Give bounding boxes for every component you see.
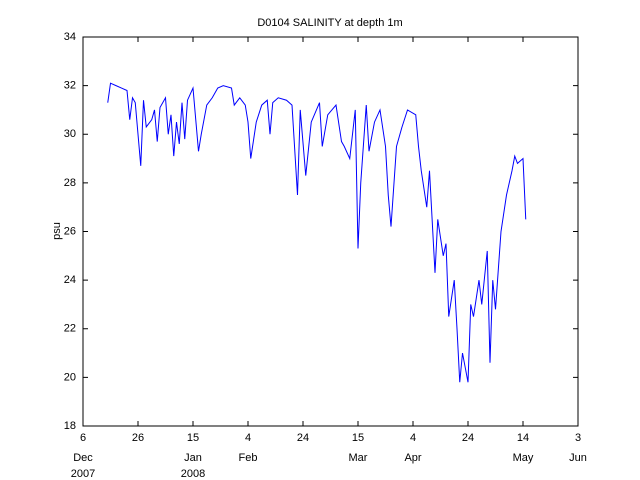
x-tick-month: Apr <box>404 452 421 464</box>
x-tick-month: Jun <box>569 452 587 464</box>
x-tick-label: 26 <box>132 432 144 444</box>
x-tick-label: 14 <box>517 432 529 444</box>
x-tick-label: 24 <box>297 432 309 444</box>
x-tick-label: 15 <box>187 432 199 444</box>
chart-title: D0104 SALINITY at depth 1m <box>257 17 402 29</box>
y-tick-label: 26 <box>64 225 76 237</box>
x-tick-month: Dec <box>73 452 93 464</box>
x-tick-month: May <box>513 452 534 464</box>
y-axis-label: psu <box>51 222 63 240</box>
x-tick-year: 2007 <box>71 468 95 480</box>
x-tick-label: 4 <box>245 432 251 444</box>
x-tick-label: 15 <box>352 432 364 444</box>
x-tick-month: Feb <box>239 452 258 464</box>
x-tick-label: 24 <box>462 432 474 444</box>
data-line <box>107 82 527 383</box>
y-tick-label: 20 <box>64 371 76 383</box>
x-tick-month: Jan <box>184 452 202 464</box>
x-tick-label: 6 <box>80 432 86 444</box>
y-tick-label: 30 <box>64 128 76 140</box>
y-tick-label: 28 <box>64 177 76 189</box>
y-tick-label: 34 <box>64 31 76 43</box>
x-tick-label: 3 <box>575 432 581 444</box>
x-tick-month: Mar <box>349 452 368 464</box>
y-tick-label: 18 <box>64 420 76 432</box>
y-tick-label: 32 <box>64 80 76 92</box>
y-tick-label: 22 <box>64 323 76 335</box>
y-tick-label: 24 <box>64 274 76 286</box>
x-tick-year: 2008 <box>181 468 205 480</box>
x-tick-label: 4 <box>410 432 416 444</box>
